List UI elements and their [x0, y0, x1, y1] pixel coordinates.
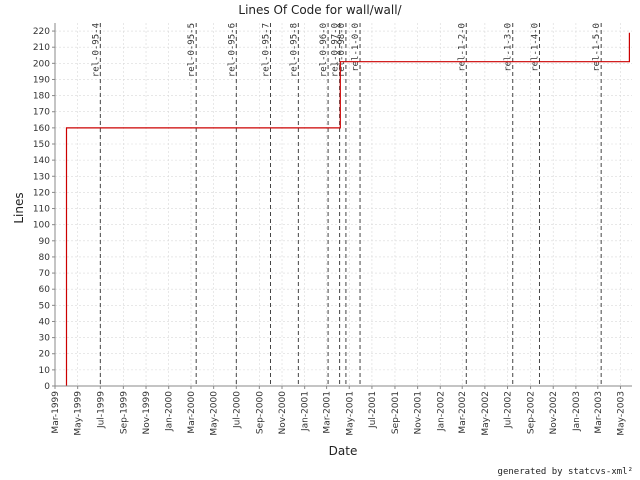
release-marker-label: rel-0-97-0	[331, 23, 341, 77]
release-marker-label: rel-0-95-7	[261, 23, 271, 77]
y-tick-label: 30	[39, 334, 51, 344]
release-marker-label: rel-1-5-0	[592, 23, 602, 72]
x-tick-label: Mar-2000	[187, 391, 197, 434]
x-tick-label: Jul-2002	[504, 391, 514, 429]
x-tick-labels: Mar-1999 May-1999 Jul-1999 Sep-1999 Nov-1999…	[51, 386, 626, 436]
y-tick-label: 100	[33, 221, 50, 231]
x-tick-label: May-2001	[345, 391, 355, 436]
release-marker-label: rel-0-95-4	[91, 23, 101, 77]
x-tick-label: Jan-2002	[436, 391, 446, 432]
x-tick-label: Nov-1999	[142, 391, 152, 435]
chart-series	[65, 32, 631, 386]
y-tick-label: 220	[33, 27, 50, 37]
y-tick-label: 10	[39, 366, 51, 376]
x-tick-label: Jul-1999	[96, 391, 106, 429]
y-tick-label: 200	[33, 59, 50, 69]
loc-series-line	[65, 32, 631, 386]
y-tick-label: 130	[33, 172, 50, 182]
chart-title: Lines Of Code for wall/wall/	[238, 3, 402, 17]
release-marker-label: rel-1-2-0	[457, 23, 467, 72]
y-tick-label: 180	[33, 92, 50, 102]
release-marker-label: rel-1-0-0	[351, 23, 361, 72]
chart-grid	[54, 23, 632, 387]
x-tick-label: Sep-2001	[391, 391, 401, 434]
x-tick-label: Jan-2003	[572, 391, 582, 432]
x-tick-label: May-1999	[74, 391, 84, 436]
y-tick-label: 80	[39, 253, 51, 263]
release-marker-label: rel-1-4-0	[530, 23, 540, 72]
x-tick-label: Nov-2002	[549, 391, 559, 434]
x-axis-label: Date	[329, 444, 358, 458]
x-tick-label: Sep-2000	[255, 391, 265, 434]
y-tick-label: 90	[39, 237, 51, 247]
release-marker-label: rel-0-95-5	[187, 23, 197, 77]
y-tick-label: 70	[39, 269, 51, 279]
y-tick-label: 150	[33, 140, 50, 150]
x-tick-label: Mar-2002	[458, 391, 468, 434]
y-tick-label: 170	[33, 108, 50, 118]
y-tick-label: 50	[39, 301, 51, 311]
y-tick-label: 140	[33, 156, 50, 166]
x-tick-label: Nov-2000	[278, 391, 288, 435]
y-tick-label: 160	[33, 124, 50, 134]
y-tick-label: 120	[33, 188, 50, 198]
x-tick-label: May-2003	[616, 391, 626, 436]
release-markers: rel-0-95-4 rel-0-95-5 rel-0-95-6 rel-0-95-7…	[91, 23, 602, 386]
x-tick-label: Nov-2001	[414, 391, 424, 434]
y-tick-label: 190	[33, 75, 50, 85]
x-tick-label: Sep-2002	[527, 391, 537, 434]
x-tick-label: Jan-2001	[301, 391, 311, 432]
release-marker-label: rel-0-95-8	[289, 23, 299, 77]
x-tick-label: May-2002	[481, 391, 491, 436]
x-tick-label: Mar-2001	[323, 391, 333, 434]
y-tick-label: 110	[33, 205, 50, 215]
release-marker-label: rel-0-98-0	[337, 23, 347, 77]
x-tick-label: Mar-2003	[594, 391, 604, 434]
x-tick-label: Mar-1999	[51, 391, 61, 434]
chart-axes	[54, 23, 632, 387]
release-marker-label: rel-0-95-6	[227, 23, 237, 77]
y-tick-label: 60	[39, 285, 51, 295]
y-tick-label: 0	[44, 382, 50, 392]
x-tick-label: Sep-1999	[119, 391, 129, 434]
x-tick-label: Jan-2000	[165, 391, 175, 432]
x-tick-label: Jul-2001	[368, 391, 378, 429]
y-axis-label: Lines	[12, 192, 26, 223]
y-tick-labels: 0 10 20 30 40 50 60 70 80 90 100 110 120 130 140 150 160…	[33, 27, 55, 392]
y-tick-label: 20	[39, 350, 51, 360]
generator-credit: generated by statcvs-xml²	[498, 467, 633, 477]
x-tick-label: May-2000	[210, 391, 220, 436]
y-tick-label: 40	[39, 317, 51, 327]
release-marker-label: rel-1-3-0	[504, 23, 514, 72]
y-tick-label: 210	[33, 43, 50, 53]
release-marker-label: rel-0-96-0	[319, 23, 329, 77]
x-tick-label: Jul-2000	[232, 391, 242, 429]
